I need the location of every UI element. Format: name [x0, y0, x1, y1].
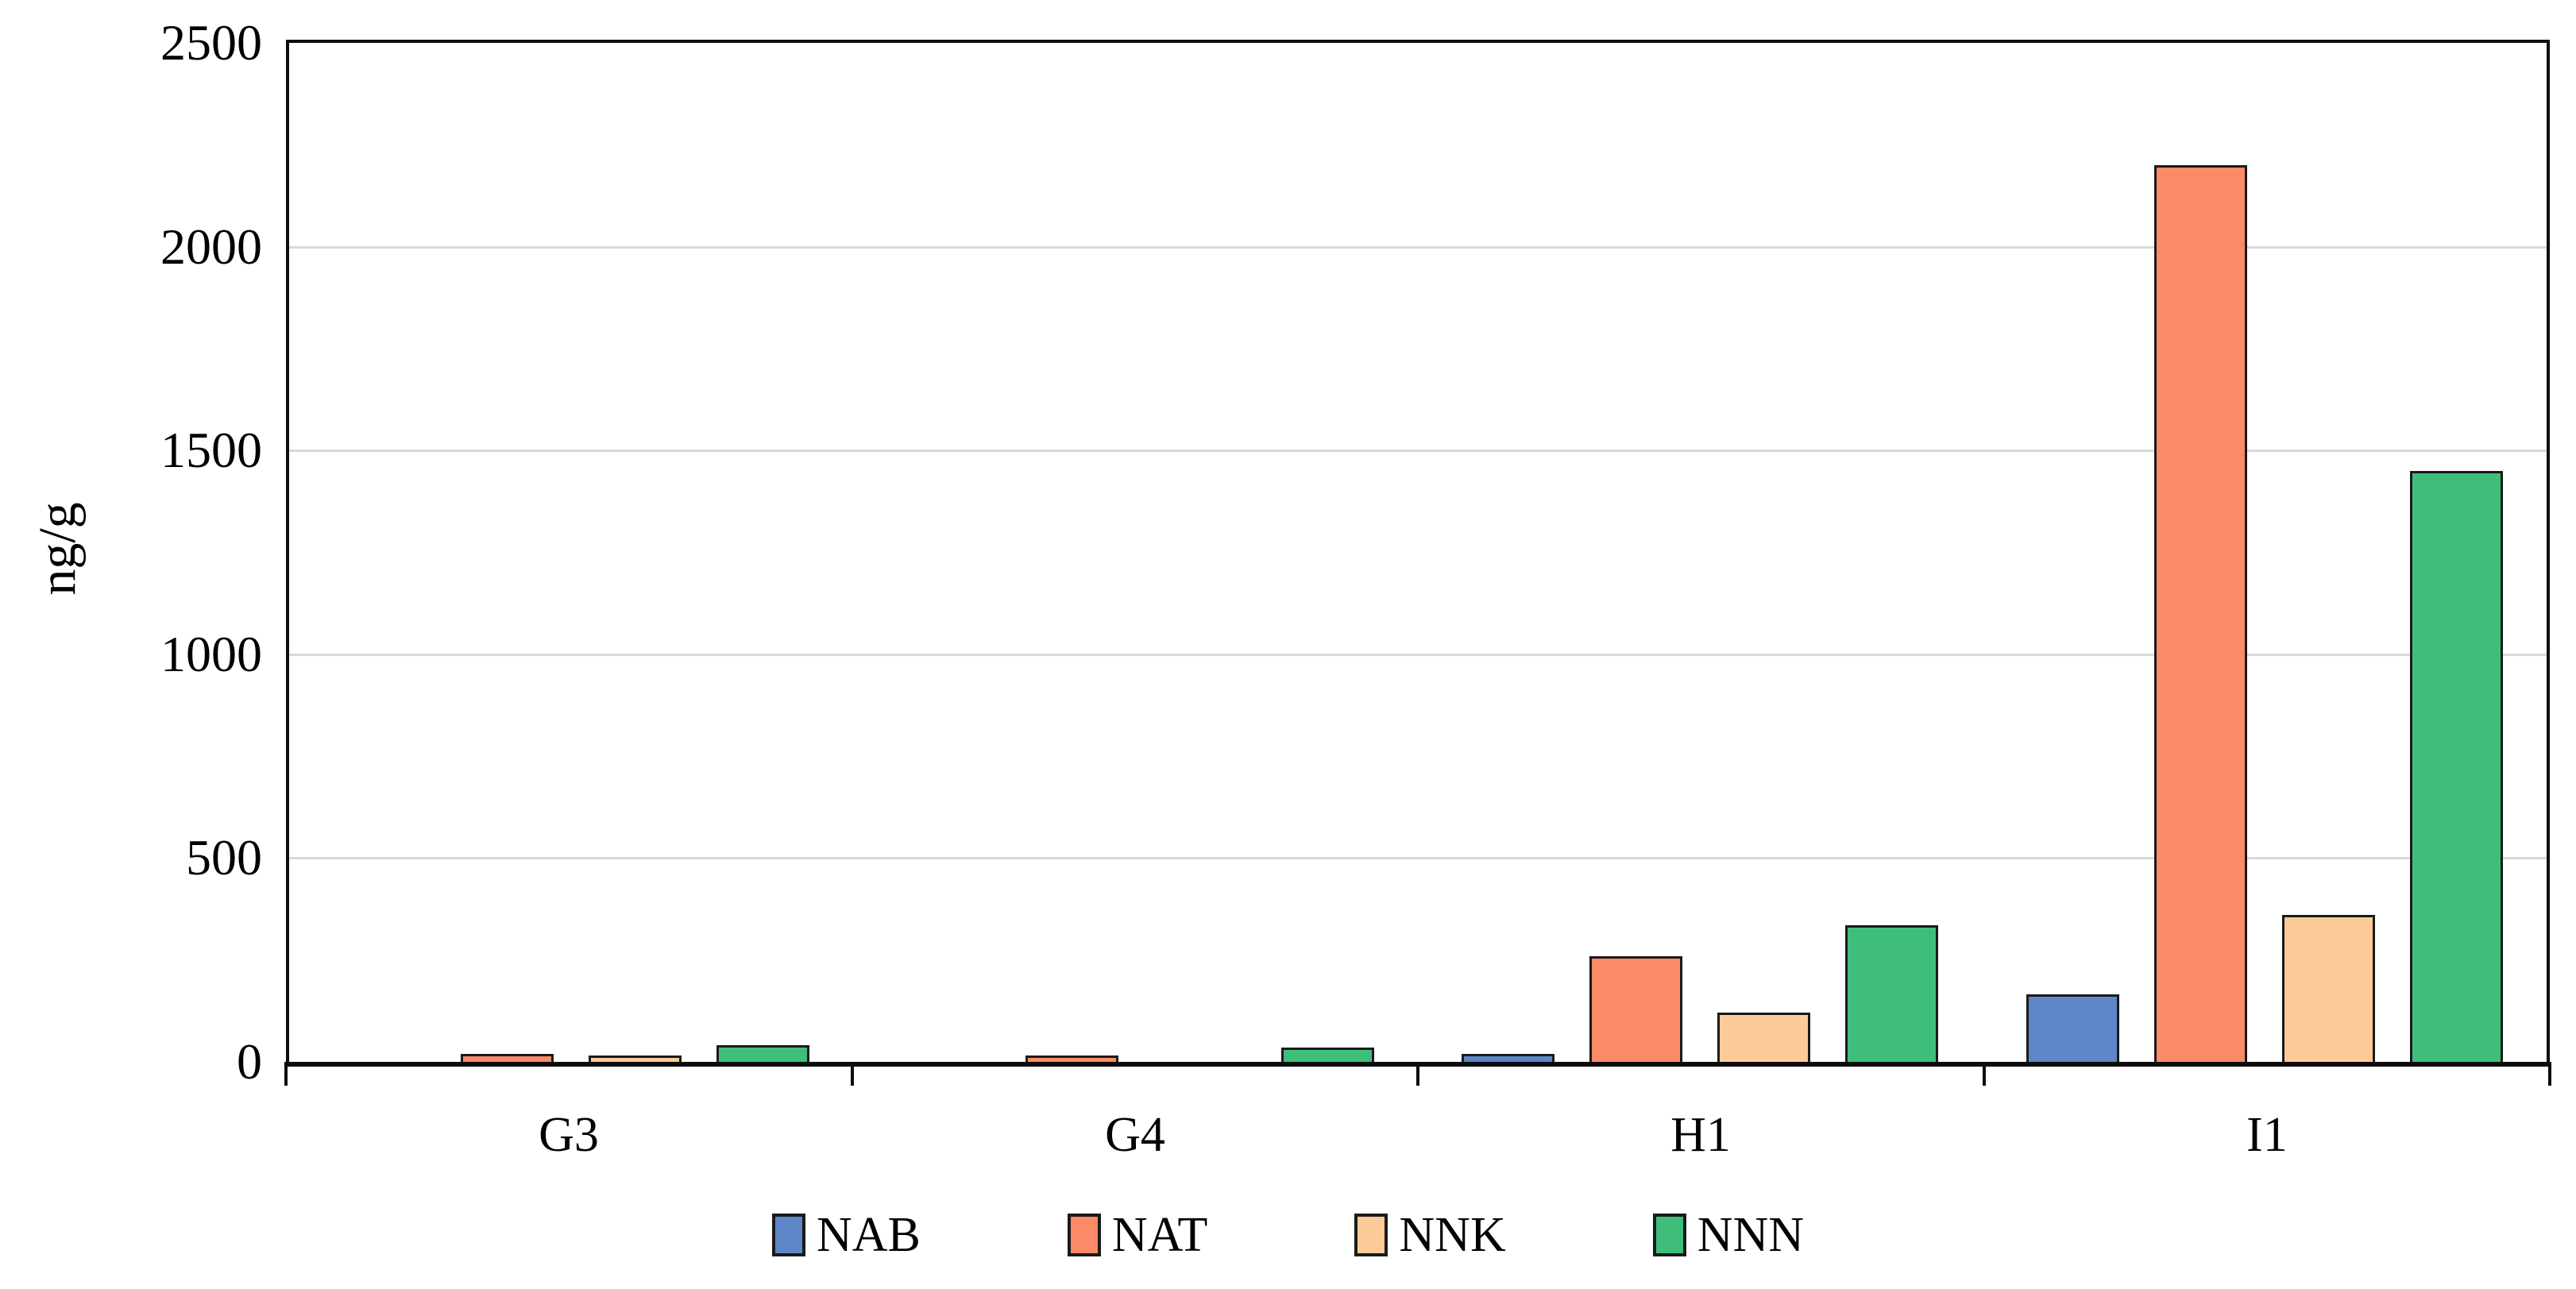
- bar-groups: [289, 43, 2547, 1062]
- x-category-label-G4: G4: [1105, 1108, 1165, 1162]
- x-axis-tick: [1983, 1062, 1986, 1086]
- legend-swatch-NNN: [1652, 1214, 1686, 1256]
- x-category-label-H1: H1: [1670, 1108, 1731, 1162]
- x-axis-tick: [1416, 1062, 1419, 1086]
- bar-I1-NAT: [2153, 165, 2247, 1062]
- legend-swatch-NAB: [771, 1214, 805, 1256]
- bar-G3-NAT: [461, 1054, 554, 1062]
- y-tick-label-2000: 2000: [160, 218, 262, 275]
- legend-label-NNN: NNN: [1697, 1208, 1805, 1262]
- y-tick-label-0: 0: [237, 1033, 262, 1090]
- bar-H1-NNN: [1845, 925, 1939, 1062]
- y-tick-label-1500: 1500: [160, 422, 262, 479]
- gridline-1000: [289, 654, 2547, 656]
- legend-swatch-NAT: [1067, 1214, 1101, 1256]
- legend-item-NAT: NAT: [1067, 1208, 1208, 1262]
- bar-group-I1: [1983, 43, 2547, 1062]
- legend-label-NAB: NAB: [816, 1208, 921, 1262]
- y-axis-title: ng/g: [29, 502, 87, 596]
- bar-I1-NAB: [2026, 994, 2119, 1062]
- bar-H1-NNK: [1717, 1013, 1811, 1062]
- legend: NAB NAT NNK NNN: [0, 1210, 2576, 1260]
- x-axis-tick: [284, 1062, 288, 1086]
- bar-G4-NNN: [1280, 1048, 1374, 1062]
- bar-I1-NNN: [2409, 471, 2503, 1062]
- y-tick-label-1000: 1000: [160, 625, 262, 682]
- bar-H1-NAT: [1589, 956, 1683, 1062]
- legend-swatch-NNK: [1354, 1214, 1388, 1256]
- gridline-500: [289, 857, 2547, 859]
- bar-group-H1: [1418, 43, 1983, 1062]
- y-tick-label-500: 500: [186, 829, 262, 886]
- bar-group-G3: [289, 43, 854, 1062]
- legend-label-NAT: NAT: [1111, 1208, 1208, 1262]
- gridline-1500: [289, 450, 2547, 452]
- gridline-2000: [289, 246, 2547, 249]
- bar-H1-NAB: [1462, 1054, 1555, 1062]
- bar-G3-NNK: [589, 1056, 682, 1062]
- x-category-label-G3: G3: [539, 1108, 599, 1162]
- bar-G4-NAT: [1025, 1056, 1118, 1062]
- bar-group-G4: [854, 43, 1419, 1062]
- legend-item-NNN: NNN: [1652, 1208, 1805, 1262]
- plot-area: [286, 40, 2550, 1067]
- bar-I1-NNK: [2281, 915, 2375, 1062]
- x-category-label-I1: I1: [2246, 1108, 2288, 1162]
- legend-item-NAB: NAB: [771, 1208, 921, 1262]
- x-axis-tick: [2548, 1062, 2551, 1086]
- y-tick-label-2500: 2500: [160, 14, 262, 71]
- bar-G3-NNN: [716, 1045, 810, 1062]
- x-axis-tick: [851, 1062, 854, 1086]
- legend-label-NNK: NNK: [1399, 1208, 1506, 1262]
- legend-item-NNK: NNK: [1354, 1208, 1506, 1262]
